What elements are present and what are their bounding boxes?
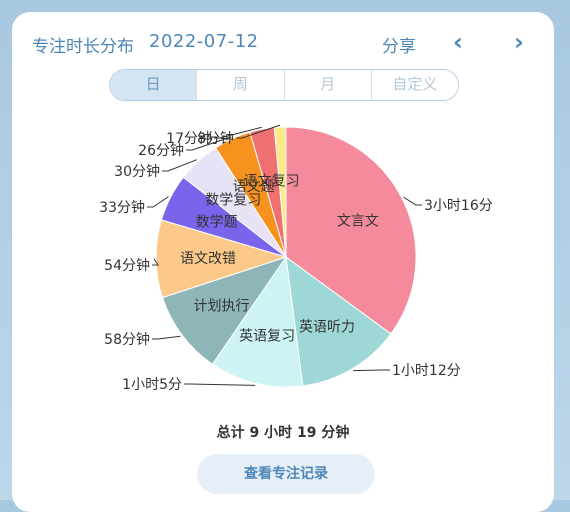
leader-line bbox=[403, 196, 422, 206]
leader-line bbox=[186, 136, 232, 151]
slice-value-label: 54分钟 bbox=[104, 257, 150, 274]
share-button[interactable]: 分享 bbox=[382, 37, 416, 57]
leader-line bbox=[152, 335, 181, 340]
leader-line bbox=[147, 196, 169, 208]
page-title: 专注时长分布 bbox=[32, 37, 134, 57]
tab-custom[interactable]: 自定义 bbox=[370, 70, 458, 100]
slice-value-label: 8分钟 bbox=[197, 130, 234, 147]
slice-value-label: 17分钟 bbox=[166, 130, 212, 147]
slice-value-label: 1小时5分 bbox=[122, 377, 182, 393]
pie-slice-3[interactable] bbox=[161, 256, 288, 365]
slice-category-label: 英语听力 bbox=[299, 318, 355, 335]
view-records-button[interactable]: 查看专注记录 bbox=[197, 454, 375, 494]
pie-slice-0[interactable] bbox=[285, 126, 417, 335]
slice-value-label: 1小时12分 bbox=[392, 363, 461, 379]
slice-category-label: 英语复习 bbox=[239, 327, 295, 344]
chevron-right-icon[interactable]: › bbox=[514, 28, 524, 56]
leader-line bbox=[152, 258, 159, 266]
header: 专注时长分布 2022-07-12 分享 ‹ › bbox=[12, 12, 554, 74]
tab-week[interactable]: 周 bbox=[196, 70, 283, 100]
slice-category-label: 语文改错 bbox=[180, 251, 236, 267]
focus-distribution-card: 专注时长分布 2022-07-12 分享 ‹ › 日 周 月 自定义 文言文 3小… bbox=[12, 12, 554, 512]
slice-value-label: 33分钟 bbox=[99, 199, 145, 216]
slice-category-label: 文言文 bbox=[337, 214, 379, 230]
chevron-left-icon[interactable]: ‹ bbox=[453, 28, 463, 56]
leader-line bbox=[236, 124, 281, 139]
period-tabs: 日 周 月 自定义 bbox=[109, 69, 459, 101]
leader-line bbox=[214, 126, 262, 139]
date-label: 2022-07-12 bbox=[149, 31, 259, 52]
slice-value-label: 30分钟 bbox=[114, 163, 160, 180]
total-duration: 总计 9 小时 19 分钟 bbox=[216, 425, 350, 441]
leader-line bbox=[184, 383, 256, 386]
leader-line bbox=[162, 159, 197, 172]
leader-line bbox=[353, 369, 390, 372]
slice-category-label: 数学复习 bbox=[205, 191, 261, 208]
slice-category-label: 语文复习 bbox=[244, 172, 300, 189]
slice-value-label: 58分钟 bbox=[104, 331, 150, 348]
tab-day[interactable]: 日 bbox=[110, 70, 197, 100]
pie-slice-1[interactable] bbox=[285, 255, 392, 387]
slice-value-label: 3小时16分 bbox=[424, 198, 493, 214]
slice-value-label: 26分钟 bbox=[138, 142, 184, 159]
slice-category-label: 数学题 bbox=[196, 214, 238, 230]
slice-category-label: 计划执行 bbox=[194, 298, 250, 314]
tab-month[interactable]: 月 bbox=[283, 70, 371, 100]
pie-slice-2[interactable] bbox=[211, 255, 304, 388]
pie-slice-4[interactable] bbox=[155, 219, 288, 299]
slice-category-label: 语文题 bbox=[233, 179, 275, 195]
